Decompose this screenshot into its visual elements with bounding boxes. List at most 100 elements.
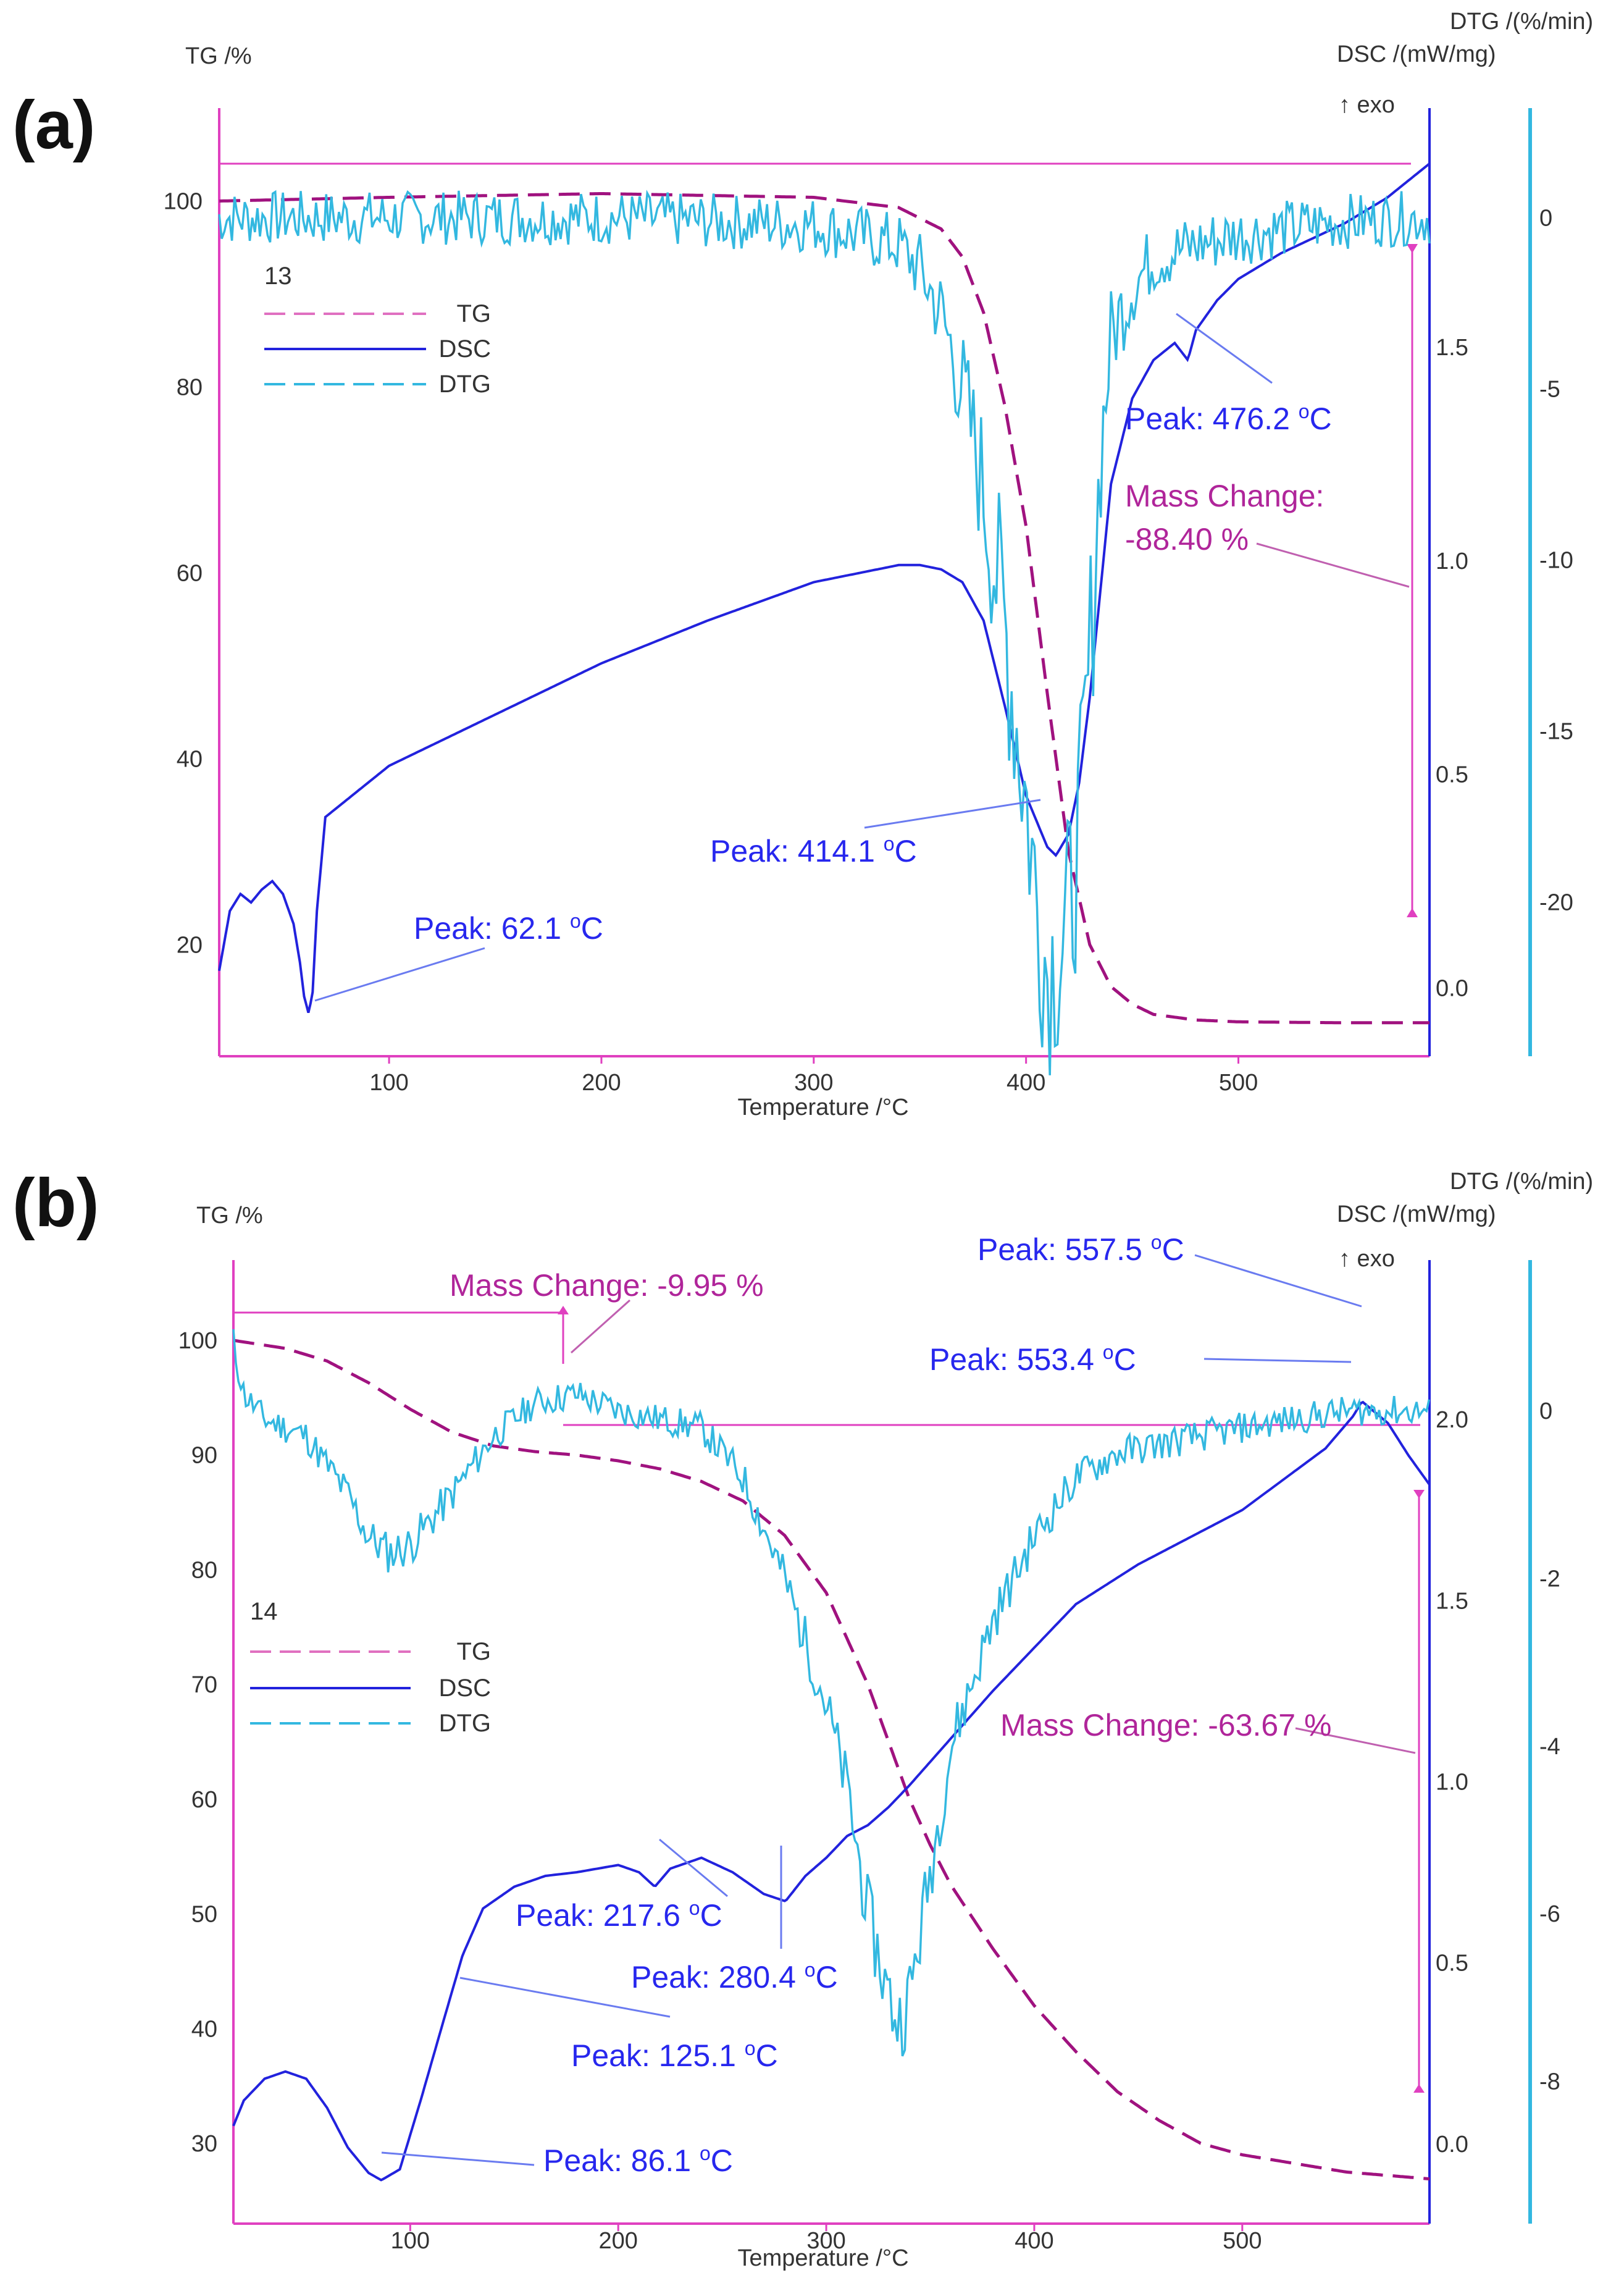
tg-tick-label: 50 <box>191 1902 217 1928</box>
peak-label: Peak: 280.4 oC <box>631 1959 838 1994</box>
peak-label: Peak: 86.1 oC <box>543 2142 733 2178</box>
dtg-tick-label: -2 <box>1539 1566 1560 1592</box>
tg-tick-label: 100 <box>164 188 203 214</box>
tg-series-line <box>219 192 1429 1025</box>
tg-tick-label: 40 <box>177 746 203 772</box>
tick-labels: 100 200 300 400 500 30 40 50 60 70 80 90 100 0.0 0.5 1.… <box>178 1328 1560 2254</box>
mass-change-value: -88.40 % <box>1125 522 1249 557</box>
mass-change-label: Mass Change: -9.95 % <box>450 1268 764 1303</box>
x-tick-label: 300 <box>794 1070 833 1096</box>
dsc-tick-label: 0.5 <box>1436 1951 1468 1977</box>
exo-label: ↑ exo <box>1339 92 1395 118</box>
dsc-tick-label: 0.5 <box>1436 762 1468 788</box>
peak-label: Peak: 62.1 oC <box>414 910 603 946</box>
dsc-tick-label: 2.0 <box>1436 1407 1468 1433</box>
legend: 14 TG DSC DTG <box>250 1598 491 1737</box>
axes <box>232 1260 1532 2225</box>
dsc-axis-title: DSC /(mW/mg) <box>1337 1201 1496 1227</box>
legend: 13 TG DSC DTG <box>264 263 491 398</box>
dtg-axis-title: DTG /(%/min) <box>1450 1169 1593 1195</box>
legend-label-dsc: DSC <box>439 1675 491 1702</box>
x-tick-label: 100 <box>391 2228 430 2254</box>
tg-tick-label: 60 <box>191 1787 217 1813</box>
dsc-series-line <box>218 162 1431 1014</box>
dtg-tick-label: -15 <box>1539 719 1573 745</box>
dtg-series-line <box>232 1329 1431 2057</box>
leader-line <box>570 1299 631 1354</box>
dsc-axis-title: DSC /(mW/mg) <box>1337 41 1496 67</box>
tg-reference-lines <box>219 162 1418 917</box>
panel-label: (a) <box>12 87 95 163</box>
leader-line <box>659 1838 728 1898</box>
x-tick-label: 300 <box>806 2228 845 2254</box>
bracket-arrow-bottom <box>1407 908 1418 917</box>
dsc-series-line <box>232 1400 1431 2182</box>
peak-label: Peak: 557.5 oC <box>977 1231 1184 1267</box>
tick-labels: 100 200 300 400 500 20 40 60 80 100 0.0 0.5 1.0 1.5 -2… <box>164 188 1573 1096</box>
legend-label-tg: TG <box>456 300 491 327</box>
leader-line <box>459 1977 671 2018</box>
dsc-tick-label: 1.0 <box>1436 1770 1468 1796</box>
dsc-tick-label: 1.0 <box>1436 548 1468 574</box>
dsc-tick-label: 0.0 <box>1436 975 1468 1001</box>
panel-b: (b) TG /% DTG /(%/min) DSC /(mW/mg) ↑ ex… <box>12 1165 1593 2271</box>
tg-tick-label: 60 <box>177 560 203 586</box>
tg-tick-label: 90 <box>191 1443 217 1469</box>
mass-change-label: Mass Change: <box>1125 479 1324 513</box>
x-tick-label: 500 <box>1223 2228 1262 2254</box>
dsc-tick-label: 0.0 <box>1436 2132 1468 2158</box>
peak-label: Peak: 125.1 oC <box>571 2037 778 2073</box>
bracket-arrow-top <box>1413 1490 1425 1498</box>
sample-id: 14 <box>250 1598 278 1625</box>
leader-line <box>1194 1254 1362 1308</box>
dtg-tick-label: -5 <box>1539 376 1560 402</box>
tg-tick-label: 70 <box>191 1672 217 1698</box>
dtg-tick-label: -10 <box>1539 547 1573 573</box>
leader-line <box>1256 542 1410 588</box>
x-tick-label: 200 <box>599 2228 638 2254</box>
dtg-tick-label: -4 <box>1539 1734 1560 1760</box>
sample-id: 13 <box>264 263 292 290</box>
series <box>232 1329 1431 2182</box>
mass-change-label: Mass Change: -63.67 % <box>1000 1708 1331 1742</box>
dtg-series-line <box>218 190 1431 1075</box>
bracket-arrow-bottom <box>1413 2084 1425 2093</box>
x-axis-title: Temperature /°C <box>737 2245 908 2271</box>
x-tick-label: 100 <box>369 1070 408 1096</box>
panel-a: (a) TG /% DTG /(%/min) DSC /(mW/mg) ↑ ex… <box>12 9 1593 1120</box>
x-tick-label: 200 <box>582 1070 621 1096</box>
tg-tick-label: 40 <box>191 2016 217 2042</box>
dtg-tick-label: 0 <box>1539 205 1552 231</box>
panel-label: (b) <box>12 1165 99 1241</box>
tg-series-line <box>233 1339 1430 2181</box>
legend-label-dtg: DTG <box>439 1710 491 1737</box>
x-tick-label: 400 <box>1007 1070 1045 1096</box>
tg-axis-title: TG /% <box>185 43 252 69</box>
leader-line <box>314 947 485 1002</box>
dtg-axis-title: DTG /(%/min) <box>1450 9 1593 35</box>
annotations: Peak: 62.1 oC Peak: 414.1 oC Peak: 476.2… <box>314 313 1410 1002</box>
tg-tick-label: 80 <box>191 1557 217 1583</box>
dsc-tick-label: 1.5 <box>1436 335 1468 361</box>
dtg-tick-label: -20 <box>1539 890 1573 916</box>
dtg-tick-label: 0 <box>1539 1398 1552 1424</box>
legend-label-dtg: DTG <box>439 371 491 398</box>
tg-tick-label: 30 <box>191 2131 217 2157</box>
leader-line <box>381 2151 535 2166</box>
leader-line <box>864 799 1041 829</box>
tg-tick-label: 100 <box>178 1328 217 1354</box>
series <box>218 162 1431 1075</box>
leader-line <box>1295 1727 1416 1754</box>
dsc-tick-label: 1.5 <box>1436 1588 1468 1614</box>
bracket-arrow-top <box>1407 244 1418 253</box>
peak-label: Peak: 553.4 oC <box>929 1341 1136 1377</box>
x-tick-label: 500 <box>1219 1070 1258 1096</box>
dtg-tick-label: -8 <box>1539 2069 1560 2095</box>
dtg-tick-label: -6 <box>1539 1901 1560 1927</box>
exo-label: ↑ exo <box>1339 1246 1395 1272</box>
axes <box>218 108 1532 1057</box>
peak-label: Peak: 414.1 oC <box>710 833 917 868</box>
x-axis-title: Temperature /°C <box>737 1095 908 1120</box>
peak-label: Peak: 476.2 oC <box>1125 400 1332 436</box>
